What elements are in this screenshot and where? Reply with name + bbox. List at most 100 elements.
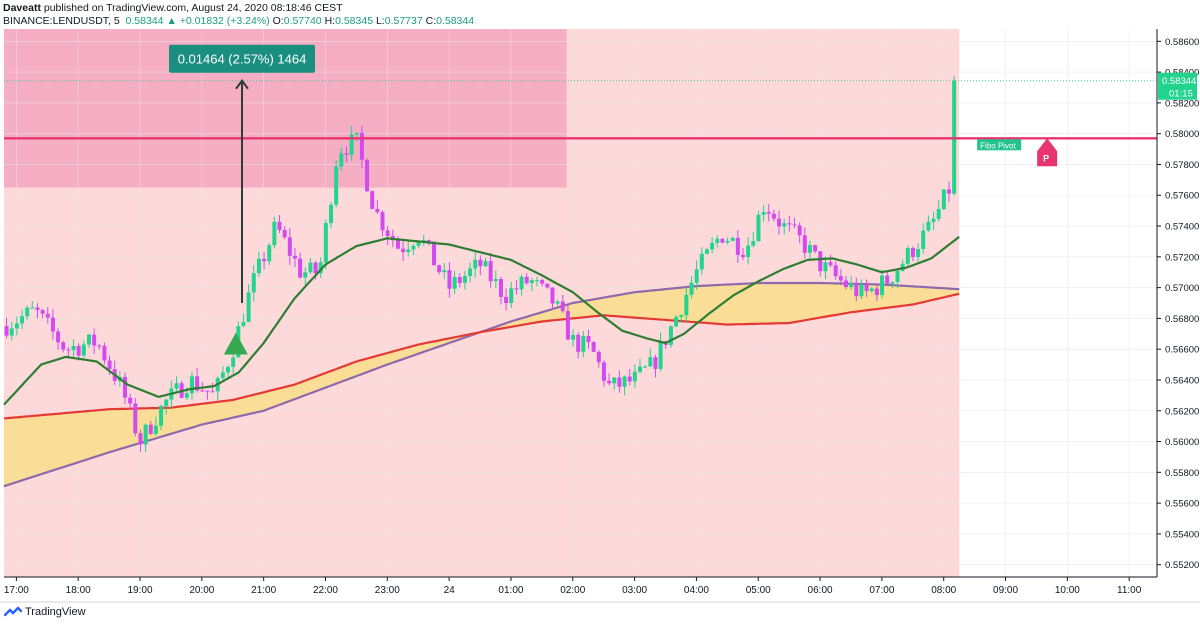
x-tick-label: 23:00 bbox=[375, 585, 400, 596]
y-tick-label: 0.57800 bbox=[1165, 160, 1199, 171]
candle-body bbox=[174, 383, 179, 389]
candle-body bbox=[869, 288, 874, 292]
candle-body bbox=[457, 277, 462, 283]
price-change: +0.01832 (+3.24%) bbox=[179, 15, 270, 27]
buy-signal-triangle-icon bbox=[223, 332, 248, 355]
candle-body bbox=[926, 221, 931, 231]
fibo-pivot-label-bg bbox=[977, 139, 1022, 151]
candle-body bbox=[936, 209, 941, 219]
candle-body bbox=[308, 262, 313, 273]
candle-body bbox=[529, 280, 534, 284]
candle-body bbox=[535, 279, 540, 281]
candle-body bbox=[766, 212, 771, 214]
candle-body bbox=[874, 288, 879, 296]
candle-body bbox=[761, 212, 766, 215]
candle-body bbox=[905, 248, 910, 264]
y-tick-label: 0.55600 bbox=[1165, 499, 1199, 510]
x-tick-label: 18:00 bbox=[66, 585, 91, 596]
candle-body bbox=[432, 241, 437, 266]
candle-body bbox=[370, 191, 375, 209]
candle-body bbox=[679, 315, 684, 317]
candle-body bbox=[97, 345, 102, 347]
candle-body bbox=[921, 230, 926, 249]
y-tick-label: 0.55800 bbox=[1165, 468, 1199, 479]
candle-body bbox=[71, 346, 76, 351]
candle-body bbox=[885, 275, 890, 284]
candle-body bbox=[406, 249, 411, 253]
y-tick-label: 0.55200 bbox=[1165, 560, 1199, 571]
candle-body bbox=[401, 248, 406, 253]
candle-body bbox=[735, 237, 740, 255]
candle-body bbox=[30, 307, 35, 309]
ma-cloud bbox=[4, 282, 960, 487]
candle-body bbox=[426, 240, 431, 242]
candle-body bbox=[473, 259, 478, 269]
candle-body bbox=[880, 275, 885, 296]
open-value: 0.57740 bbox=[283, 15, 322, 27]
author-name[interactable]: Daveatt bbox=[3, 2, 41, 14]
candle-body bbox=[313, 262, 318, 274]
candle-body bbox=[699, 253, 704, 270]
candle-body bbox=[710, 242, 715, 250]
candle-body bbox=[498, 279, 503, 297]
price-tag: 0.58344 bbox=[1162, 76, 1196, 87]
candle-body bbox=[9, 328, 14, 336]
candle-body bbox=[468, 268, 473, 276]
candle-body bbox=[50, 317, 55, 332]
tradingview-footer[interactable]: TradingView bbox=[4, 606, 86, 618]
candle-body bbox=[246, 292, 251, 322]
candle-body bbox=[416, 241, 421, 246]
candle-body bbox=[385, 230, 390, 236]
candle-body bbox=[746, 245, 751, 258]
pivot-marker-label: P bbox=[1043, 153, 1049, 163]
measure-label: 0.01464 (2.57%) 1464 bbox=[178, 52, 307, 67]
y-tick-label: 0.57400 bbox=[1165, 222, 1199, 233]
low-value: 0.57737 bbox=[384, 15, 423, 27]
candle-body bbox=[200, 390, 205, 392]
candle-body bbox=[329, 204, 334, 224]
candle-body bbox=[123, 376, 128, 398]
candle-body bbox=[596, 351, 601, 363]
candle-body bbox=[359, 132, 364, 160]
x-tick-label: 07:00 bbox=[869, 585, 894, 596]
open-label: O: bbox=[272, 15, 284, 27]
candle-body bbox=[514, 288, 519, 290]
candle-body bbox=[771, 213, 776, 219]
candle-body bbox=[792, 224, 797, 226]
y-tick-label: 0.56000 bbox=[1165, 437, 1199, 448]
y-tick-label: 0.57600 bbox=[1165, 191, 1199, 202]
y-tick-label: 0.55400 bbox=[1165, 529, 1199, 540]
candle-body bbox=[694, 269, 699, 283]
x-tick-label: 22:00 bbox=[313, 585, 338, 596]
x-tick-label: 19:00 bbox=[127, 585, 152, 596]
x-tick-label: 24 bbox=[444, 585, 456, 596]
y-tick-label: 0.56800 bbox=[1165, 314, 1199, 325]
candle-body bbox=[653, 357, 658, 369]
x-tick-label: 21:00 bbox=[251, 585, 276, 596]
candle-body bbox=[807, 245, 812, 253]
candle-body bbox=[107, 360, 112, 370]
candle-body bbox=[797, 225, 802, 236]
candle-body bbox=[941, 189, 946, 210]
candle-body bbox=[818, 251, 823, 272]
candle-body bbox=[725, 240, 730, 243]
candle-body bbox=[864, 284, 869, 292]
candle-body bbox=[813, 245, 818, 252]
candle-body bbox=[354, 132, 359, 135]
high-label: H: bbox=[324, 15, 336, 27]
candle-body bbox=[638, 366, 643, 372]
price-tag-bg bbox=[1158, 72, 1197, 100]
candle-body bbox=[684, 294, 689, 316]
publish-text: published on TradingView.com, August 24,… bbox=[43, 2, 343, 14]
candle-body bbox=[267, 245, 272, 262]
candle-body bbox=[751, 241, 756, 246]
candle-body bbox=[148, 424, 153, 434]
y-tick-label: 0.56400 bbox=[1165, 375, 1199, 386]
candle-body bbox=[509, 288, 514, 303]
x-tick-label: 20:00 bbox=[189, 585, 214, 596]
candle-body bbox=[66, 349, 71, 351]
candle-body bbox=[493, 279, 498, 282]
candle-body bbox=[730, 237, 735, 241]
candle-body bbox=[102, 345, 107, 361]
